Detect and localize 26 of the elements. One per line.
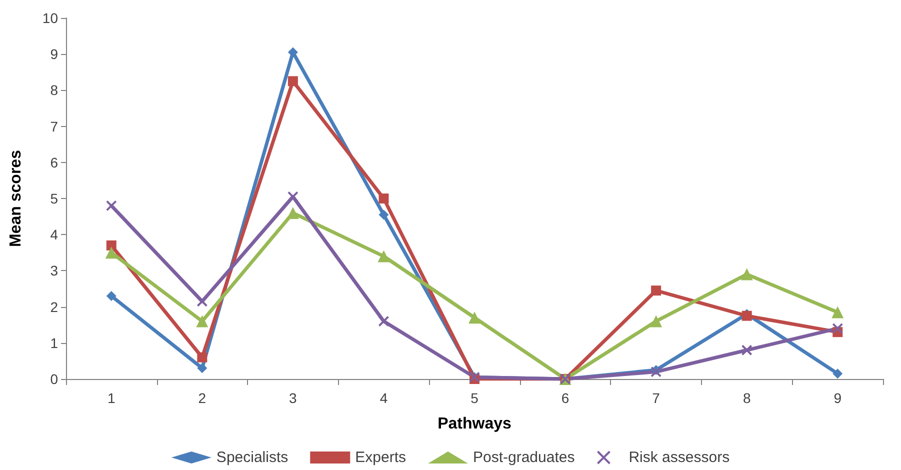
x-axis-title: Pathways [438, 416, 512, 432]
y-tick-label: 3 [50, 262, 58, 279]
x-tick-label: 7 [652, 390, 660, 406]
y-tick-label: 10 [42, 10, 58, 26]
y-tick-label: 2 [50, 298, 58, 315]
x-tick-label: 4 [380, 390, 388, 406]
y-axis-title: Mean scores [8, 150, 24, 247]
x-tick-label: 2 [198, 390, 206, 406]
x-tick-label: 1 [107, 390, 116, 406]
x-tick-label: 3 [289, 390, 298, 406]
y-tick-label: 1 [50, 334, 58, 351]
legend-label: Risk assessors [628, 449, 730, 466]
y-tick-label: 6 [50, 154, 58, 170]
x-tick-label: 6 [561, 390, 570, 406]
y-tick-label: 8 [50, 82, 58, 98]
x-tick-label: 9 [834, 390, 842, 406]
legend-label: Post-graduates [472, 449, 575, 466]
y-tick-label: 0 [50, 371, 58, 387]
legend-label: Specialists [216, 449, 288, 466]
x-tick-label: 8 [742, 390, 751, 406]
y-tick-label: 7 [50, 118, 58, 134]
y-tick-label: 9 [50, 46, 58, 62]
y-tick-label: 5 [50, 190, 58, 206]
y-tick-label: 4 [50, 226, 58, 243]
legend-label: Experts [355, 449, 406, 466]
x-tick-label: 5 [470, 390, 479, 406]
